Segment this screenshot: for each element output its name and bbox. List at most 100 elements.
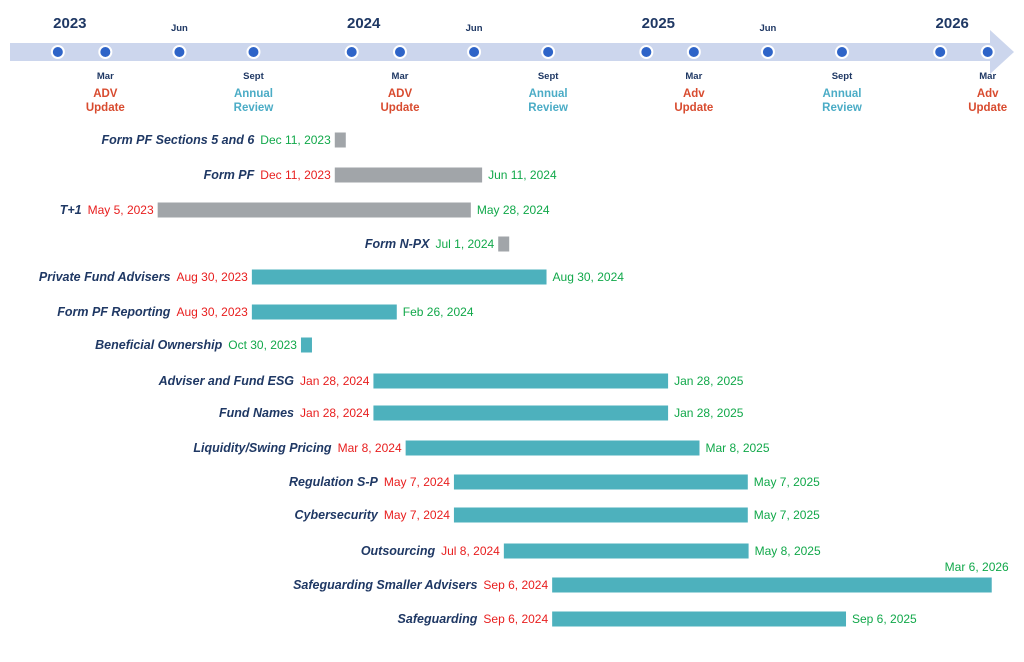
timeline-event-label: Annual: [234, 88, 273, 100]
task-start-date: Jul 8, 2024: [441, 544, 500, 558]
task-bar: [251, 269, 547, 285]
timeline-year-label: 2024: [347, 15, 381, 32]
task-bar: [334, 132, 346, 148]
task-end-date: Jan 28, 2025: [674, 406, 744, 420]
task-start-date: Aug 30, 2023: [176, 305, 248, 319]
timeline-year-label: 2026: [936, 15, 969, 32]
timeline-year-label: 2025: [642, 15, 675, 32]
task-name: Adviser and Fund ESG: [158, 374, 295, 388]
task-end-date: Jul 1, 2024: [435, 237, 494, 251]
timeline-arrow-band: [10, 30, 1014, 74]
task-bar: [373, 405, 669, 421]
task-end-date: May 8, 2025: [755, 544, 821, 558]
timeline-jun-label: Jun: [171, 23, 188, 34]
task-end-date: May 7, 2025: [754, 508, 820, 522]
timeline-dot: [392, 45, 407, 59]
timeline-event-month: Mar: [979, 71, 996, 82]
task-start-date: Dec 11, 2023: [260, 168, 331, 182]
timeline-dot: [686, 45, 701, 59]
task-bar: [334, 167, 483, 183]
task-start-date: May 5, 2023: [88, 203, 154, 217]
timeline-event-month: Mar: [685, 71, 702, 82]
task-name: Cybersecurity: [295, 508, 379, 522]
timeline-year-label: 2023: [53, 15, 86, 32]
task-start-date: Mar 8, 2024: [338, 441, 402, 455]
task-name: Private Fund Advisers: [39, 270, 171, 284]
task-start-date: Jan 28, 2024: [300, 374, 370, 388]
task-end-date: Sep 6, 2025: [852, 612, 917, 626]
task-end-date: Feb 26, 2024: [403, 305, 474, 319]
timeline-event-label: Update: [968, 102, 1007, 114]
timeline-event-label: Review: [528, 102, 568, 114]
timeline-event-label: Review: [234, 102, 274, 114]
timeline-jun-label: Jun: [759, 23, 776, 34]
task-bar: [552, 611, 847, 627]
timeline-event-label: Adv: [977, 88, 999, 100]
task-bar: [373, 373, 669, 389]
timeline-dot: [639, 45, 654, 59]
task-name: Form PF: [204, 168, 255, 182]
task-name: Form PF Sections 5 and 6: [101, 133, 255, 147]
timeline-dot: [467, 45, 482, 59]
timeline-event-month: Mar: [392, 71, 409, 82]
task-end-date: Jan 28, 2025: [674, 374, 744, 388]
task-name: Form PF Reporting: [57, 305, 171, 319]
task-name: Outsourcing: [361, 544, 436, 558]
task-start-date: Aug 30, 2023: [176, 270, 248, 284]
timeline-dot: [834, 45, 849, 59]
task-end-date: Dec 11, 2023: [260, 133, 331, 147]
timeline-event-label: Adv: [683, 88, 705, 100]
timeline-event-month: Sept: [832, 71, 853, 82]
timeline-dot: [980, 45, 995, 59]
task-name: Beneficial Ownership: [95, 338, 222, 352]
timeline-event-label: Annual: [822, 88, 861, 100]
task-bar: [405, 440, 700, 456]
task-start-date: May 7, 2024: [384, 508, 450, 522]
timeline-event-month: Mar: [97, 71, 114, 82]
task-bar: [157, 202, 471, 218]
task-start-date: May 7, 2024: [384, 475, 450, 489]
task-end-date: Aug 30, 2024: [553, 270, 625, 284]
timeline-event-label: Review: [822, 102, 862, 114]
task-start-date: Sep 6, 2024: [483, 578, 548, 592]
task-bar: [453, 507, 748, 523]
task-bar: [498, 236, 510, 252]
task-start-date: Jan 28, 2024: [300, 406, 370, 420]
task-name: Liquidity/Swing Pricing: [193, 441, 332, 455]
timeline-event-month: Sept: [538, 71, 559, 82]
task-end-date: May 28, 2024: [477, 203, 550, 217]
timeline-event-label: ADV: [388, 88, 413, 100]
timeline-event-label: Annual: [529, 88, 568, 100]
task-bar: [552, 577, 992, 593]
timeline-dot: [760, 45, 775, 59]
timeline-event-label: ADV: [93, 88, 118, 100]
task-name: Regulation S-P: [289, 475, 379, 489]
timeline-dot: [541, 45, 556, 59]
timeline-dot: [344, 45, 359, 59]
task-name: Safeguarding: [398, 612, 478, 626]
timeline-dot: [98, 45, 113, 59]
task-bar: [300, 337, 312, 353]
timeline-event-label: Update: [86, 102, 125, 114]
task-bar: [453, 474, 748, 490]
task-end-date: May 7, 2025: [754, 475, 820, 489]
timeline-event-label: Update: [381, 102, 420, 114]
timeline-dot: [933, 45, 948, 59]
timeline-dot: [246, 45, 261, 59]
timeline-event-label: Update: [674, 102, 713, 114]
timeline-dot: [172, 45, 187, 59]
task-end-date: Jun 11, 2024: [488, 168, 557, 182]
timeline-dot: [50, 45, 65, 59]
task-end-date: Mar 8, 2025: [705, 441, 769, 455]
task-name: T+1: [60, 203, 82, 217]
task-name: Form N-PX: [365, 237, 430, 251]
task-name: Fund Names: [219, 406, 294, 420]
task-end-date: Oct 30, 2023: [228, 338, 297, 352]
task-bar: [251, 304, 397, 320]
task-start-date: Sep 6, 2024: [483, 612, 548, 626]
task-end-date: Mar 6, 2026: [945, 560, 1009, 574]
timeline-event-month: Sept: [243, 71, 264, 82]
timeline-jun-label: Jun: [466, 23, 483, 34]
